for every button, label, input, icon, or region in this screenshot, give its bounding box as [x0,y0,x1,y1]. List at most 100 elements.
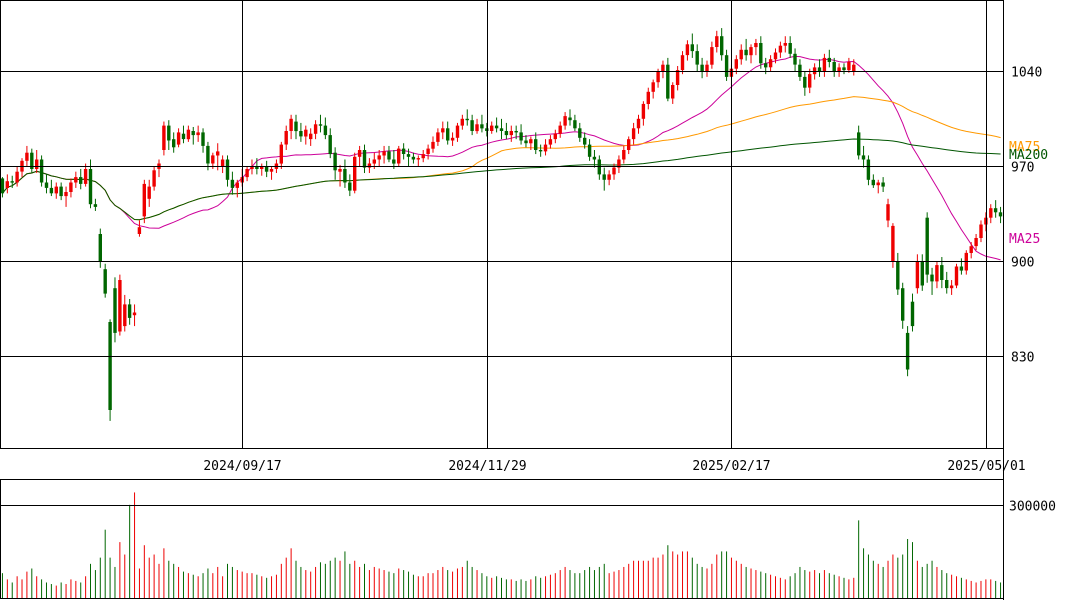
candle-body [509,131,513,136]
candle-body [357,150,362,157]
candle-body [450,137,455,141]
candle-body [328,135,332,155]
candle-body [910,301,915,327]
candle-body [617,159,621,168]
candle-body [309,133,313,140]
candle-body [695,51,699,65]
candle-body [519,132,523,141]
candle-body [397,148,401,164]
candle-body [98,234,102,262]
candle-body [470,120,474,131]
candle-body [773,52,778,60]
candle-body [172,139,176,148]
candle-body [250,166,254,169]
candle-body [494,125,499,129]
candle-body [167,125,171,141]
candle-body [10,181,14,183]
candle-body [925,217,929,275]
candle-body [852,64,856,72]
date-tick-label: 2024/11/29 [448,459,526,474]
candle-body [778,45,783,53]
candle-body [685,44,690,56]
candle-body [93,204,98,207]
candle-body [123,304,127,327]
candle-body [220,159,225,167]
candle-body [749,47,753,56]
candle-body [191,131,195,136]
candle-body [392,159,396,164]
candle-body [993,208,998,213]
ma75-line [2,96,1001,221]
candle-body [974,238,978,247]
candle-body [861,155,866,160]
candle-body [607,174,611,180]
candle-body [118,280,122,332]
candle-body [142,183,146,217]
candle-body [920,261,924,286]
candle-body [323,125,328,136]
candle-body [504,131,509,136]
candle-body [847,62,851,71]
candle-body [421,154,425,159]
candle-body [636,118,641,129]
candle-body [700,64,704,72]
candle-body [940,265,944,280]
candle-body [587,144,592,157]
candle-body [866,159,871,180]
candle-body [573,120,577,129]
candle-body [54,186,58,194]
candle-body [837,67,841,72]
candle-body [901,288,905,321]
candle-body [211,155,215,164]
candle-body [15,171,19,183]
candle-body [705,64,709,72]
candle-body [343,169,347,183]
candle-body [832,62,836,72]
candle-body [915,261,920,289]
candle-body [754,43,758,48]
candle-body [235,182,239,188]
candle-body [333,152,337,171]
candle-body [83,169,88,184]
candle-body [857,132,861,156]
candle-body [651,82,655,92]
candle-body [269,169,274,172]
candle-body [279,144,283,164]
candle-body [563,116,567,126]
candle-body [372,159,376,164]
candle-body [74,177,78,183]
ma-label: MA200 [1009,148,1048,163]
candle-body [949,285,954,289]
candle-body [127,304,132,318]
candle-body [842,67,846,71]
ma-label: MA75 [1009,140,1040,155]
candle-body [690,44,694,52]
candle-body [225,159,230,180]
candle-body [959,266,964,271]
candle-body [30,152,34,169]
candle-body [152,170,156,187]
candle-body [44,182,49,188]
candle-body [720,36,724,56]
candle-body [886,204,890,221]
date-tick-label: 2025/02/17 [692,459,770,474]
candle-body [446,128,450,141]
candle-body [514,131,518,133]
candle-body [592,156,597,160]
candle-body [230,179,235,188]
candle-body [622,150,626,160]
candle-body [891,225,895,262]
candle-body [803,76,807,88]
candle-body [176,132,181,145]
candle-body [289,118,293,131]
candle-body [69,182,73,192]
candle-body [984,217,988,225]
candle-body [578,128,582,138]
candle-body [553,133,557,140]
volume-tick-label: 300000 [1009,500,1056,515]
candle-body [441,128,445,133]
candle-body [0,178,5,194]
candle-body [646,91,650,104]
candle-body [881,182,885,187]
